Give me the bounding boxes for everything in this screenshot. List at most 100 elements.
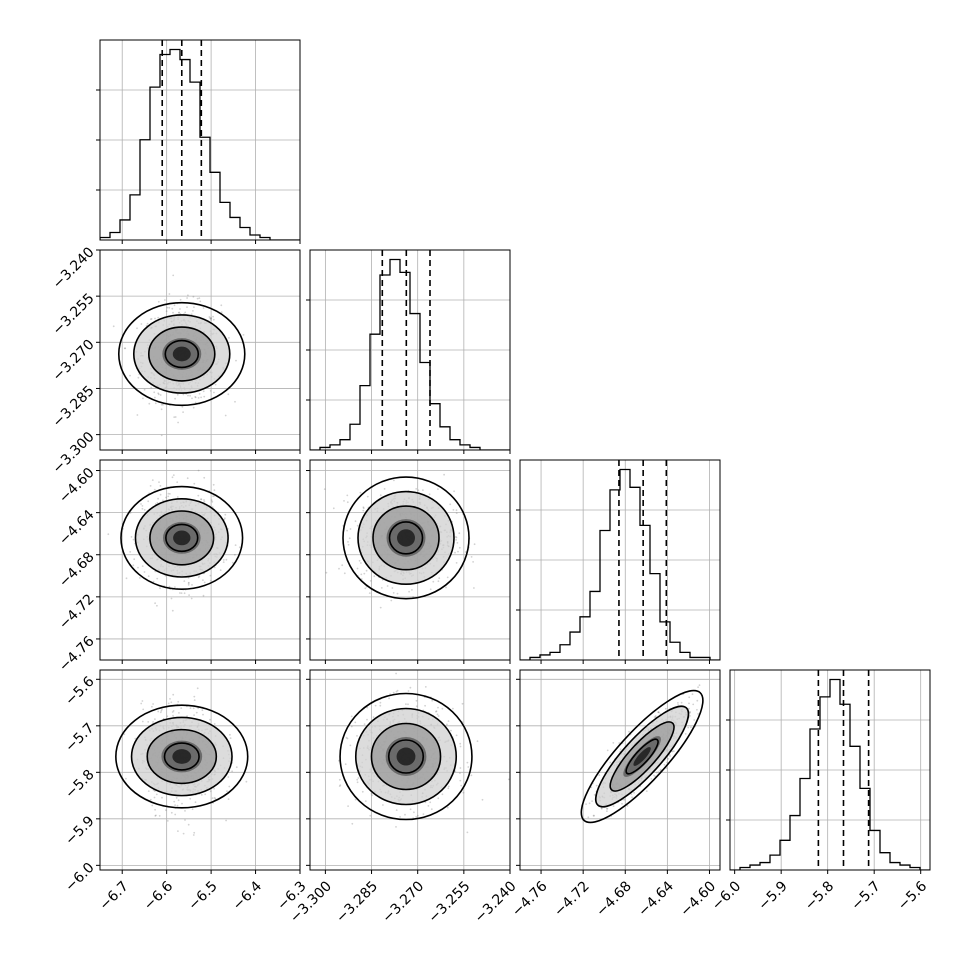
scatter-point [413, 811, 415, 814]
scatter-point [338, 778, 341, 781]
scatter-point [141, 565, 144, 567]
scatter-point [696, 708, 698, 711]
scatter-point [210, 317, 213, 320]
x-tick-label: −4.68 [593, 878, 635, 920]
scatter-point [162, 499, 164, 502]
scatter-point [462, 791, 465, 794]
scatter-point [450, 729, 452, 732]
y-tick-label: −4.76 [56, 633, 98, 675]
scatter-point [688, 696, 691, 699]
scatter-point [396, 592, 399, 595]
scatter-point [455, 562, 458, 564]
scatter-point [379, 606, 382, 609]
scatter-point [186, 297, 188, 299]
scatter-point [158, 815, 161, 817]
scatter-point [476, 740, 479, 743]
scatter-point [585, 803, 587, 805]
scatter-point [455, 536, 458, 539]
contour-line-2 [132, 314, 231, 394]
contour-line-3 [115, 704, 249, 809]
scatter-point [202, 594, 205, 597]
scatter-point [446, 806, 449, 809]
scatter-point [388, 697, 390, 700]
scatter-point [415, 705, 418, 708]
scatter-point [600, 807, 603, 810]
scatter-point [159, 711, 162, 714]
scatter-point [347, 805, 349, 807]
panel-plot-area [100, 670, 300, 870]
scatter-point [142, 397, 144, 400]
scatter-point [350, 715, 353, 718]
scatter-point [196, 297, 199, 300]
scatter-point [212, 495, 214, 498]
scatter-point [437, 797, 440, 800]
scatter-point [612, 742, 615, 744]
panel-plot-area [310, 250, 510, 450]
scatter-point [452, 509, 455, 511]
scatter-point [139, 577, 141, 579]
density-fill-3 [172, 346, 191, 362]
scatter-point [459, 772, 461, 774]
scatter-point [430, 808, 433, 811]
scatter-point [231, 770, 234, 773]
panel-frame [519, 459, 721, 661]
scatter-point [366, 718, 368, 721]
scatter-point [184, 819, 186, 821]
scatter-point [415, 699, 418, 702]
scatter-point [446, 576, 449, 579]
scatter-point [160, 434, 163, 437]
scatter-point [354, 798, 357, 801]
contour-line-2 [130, 716, 233, 797]
scatter-point [366, 495, 369, 498]
scatter-point [213, 796, 216, 799]
panel-plot-area [310, 460, 510, 660]
scatter-point [623, 798, 626, 801]
scatter-point [470, 556, 473, 558]
scatter-point [481, 798, 484, 801]
scatter-point [176, 496, 179, 498]
scatter-point [409, 808, 412, 811]
scatter-point [459, 779, 462, 782]
scatter-point [222, 561, 225, 563]
scatter-point [362, 506, 365, 509]
scatter-point [437, 488, 439, 490]
scatter-point [464, 551, 467, 553]
scatter-point [176, 804, 179, 807]
scatter-point [170, 597, 173, 600]
scatter-point [123, 347, 126, 350]
scatter-point [356, 781, 359, 784]
scatter-point [150, 386, 153, 389]
scatter-point [461, 702, 464, 705]
scatter-point [633, 791, 635, 794]
y-tick-label: −4.64 [56, 507, 98, 549]
scatter-point [154, 602, 156, 605]
scatter-point [437, 580, 440, 583]
scatter-point [467, 766, 470, 768]
scatter-point [153, 488, 156, 491]
scatter-point [222, 559, 225, 561]
contour-line-1 [370, 722, 442, 791]
scatter-point [197, 397, 200, 399]
scatter-point [188, 594, 190, 596]
scatter-point [672, 750, 675, 753]
scatter-point [628, 730, 630, 733]
scatter-point [192, 310, 194, 312]
scatter-point [154, 396, 156, 399]
scatter-point [165, 310, 168, 313]
scatter-point [360, 573, 363, 576]
scatter-point [654, 715, 657, 717]
scatter-point [663, 763, 666, 766]
scatter-point [213, 787, 215, 790]
scatter-point [200, 794, 203, 796]
scatter-point [470, 774, 473, 777]
scatter-point [123, 733, 126, 736]
scatter-point [142, 708, 145, 711]
scatter-point [212, 318, 215, 321]
scatter-point [155, 814, 157, 817]
scatter-point [173, 304, 176, 307]
scatter-point [422, 489, 424, 491]
scatter-point [341, 564, 344, 567]
x-tick-label: −5.6 [895, 878, 930, 913]
scatter-point [213, 391, 215, 394]
